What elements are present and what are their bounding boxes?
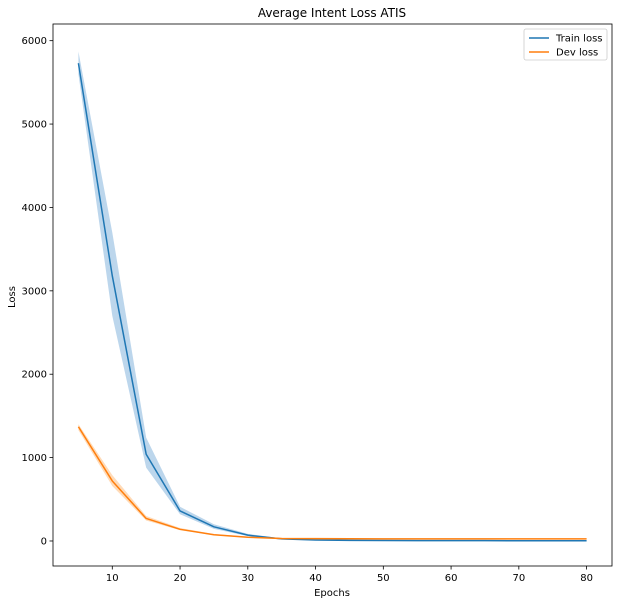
legend-label-train-loss: Train loss bbox=[555, 34, 603, 45]
y-tick-label: 2000 bbox=[22, 370, 47, 381]
line-train-loss bbox=[77, 63, 587, 542]
x-tick-label: 80 bbox=[580, 573, 593, 584]
x-tick-label: 40 bbox=[309, 573, 322, 584]
plot-border bbox=[52, 23, 613, 567]
line-dev-loss bbox=[77, 426, 587, 540]
x-tick-label: 20 bbox=[174, 573, 187, 584]
y-tick-label: 0 bbox=[41, 536, 47, 547]
x-tick-label: 30 bbox=[241, 573, 254, 584]
legend: Train loss Dev loss bbox=[523, 28, 608, 61]
legend-label-dev-loss: Dev loss bbox=[556, 48, 598, 59]
y-axis-label: Loss bbox=[7, 286, 18, 308]
y-tick-label: 5000 bbox=[22, 120, 47, 131]
y-tick-label: 1000 bbox=[22, 453, 47, 464]
series-lines bbox=[77, 63, 587, 542]
chart-title: Average Intent Loss ATIS bbox=[258, 6, 406, 20]
x-tick-label: 10 bbox=[106, 573, 119, 584]
y-tick-label: 3000 bbox=[22, 286, 47, 297]
y-tick-label: 6000 bbox=[22, 36, 47, 47]
y-tick-label: 4000 bbox=[22, 203, 47, 214]
y-axis: 0 1000 2000 3000 4000 5000 6000 bbox=[22, 36, 53, 547]
x-axis-label: Epochs bbox=[314, 588, 350, 599]
x-tick-label: 50 bbox=[377, 573, 390, 584]
x-tick-label: 70 bbox=[512, 573, 525, 584]
plot-frame bbox=[52, 23, 613, 567]
x-tick-label: 60 bbox=[445, 573, 458, 584]
x-axis: 10 20 30 40 50 60 70 80 bbox=[106, 566, 593, 584]
